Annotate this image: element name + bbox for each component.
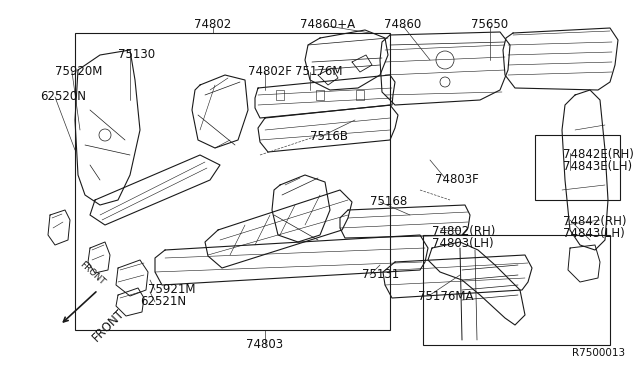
Bar (356, 90, 364, 100)
Text: 74843(LH): 74843(LH) (563, 227, 625, 240)
Text: 62521N: 62521N (140, 295, 186, 308)
Text: 7516B: 7516B (310, 130, 348, 143)
Text: 75176M: 75176M (295, 65, 342, 78)
Text: 74842E(RH): 74842E(RH) (563, 148, 634, 161)
Text: 75176MA: 75176MA (418, 290, 474, 303)
Text: 74842(RH): 74842(RH) (563, 215, 627, 228)
Text: 75131: 75131 (362, 268, 399, 281)
Bar (316, 90, 324, 100)
Text: 74802: 74802 (195, 18, 232, 31)
Text: R7500013: R7500013 (572, 348, 625, 358)
Text: 74803(LH): 74803(LH) (432, 237, 493, 250)
Text: FRONT: FRONT (90, 307, 127, 344)
Bar (535, 135, 620, 200)
Text: FRONT: FRONT (77, 260, 106, 287)
Text: 75920M: 75920M (55, 65, 102, 78)
Text: 75650: 75650 (472, 18, 509, 31)
Text: 75130: 75130 (118, 48, 155, 61)
Text: 74843E(LH): 74843E(LH) (563, 160, 632, 173)
Text: 62520N: 62520N (40, 90, 86, 103)
Text: 74802(RH): 74802(RH) (432, 225, 495, 238)
Text: 74802F: 74802F (248, 65, 292, 78)
Text: 74803: 74803 (246, 338, 284, 351)
Text: 75921M: 75921M (148, 283, 195, 296)
Text: 74860: 74860 (385, 18, 422, 31)
Bar (276, 90, 284, 100)
Text: 74860+A: 74860+A (300, 18, 356, 31)
Bar (75, 33, 390, 330)
Text: 74803F: 74803F (435, 173, 479, 186)
Text: 75168: 75168 (370, 195, 407, 208)
Bar (423, 235, 610, 345)
